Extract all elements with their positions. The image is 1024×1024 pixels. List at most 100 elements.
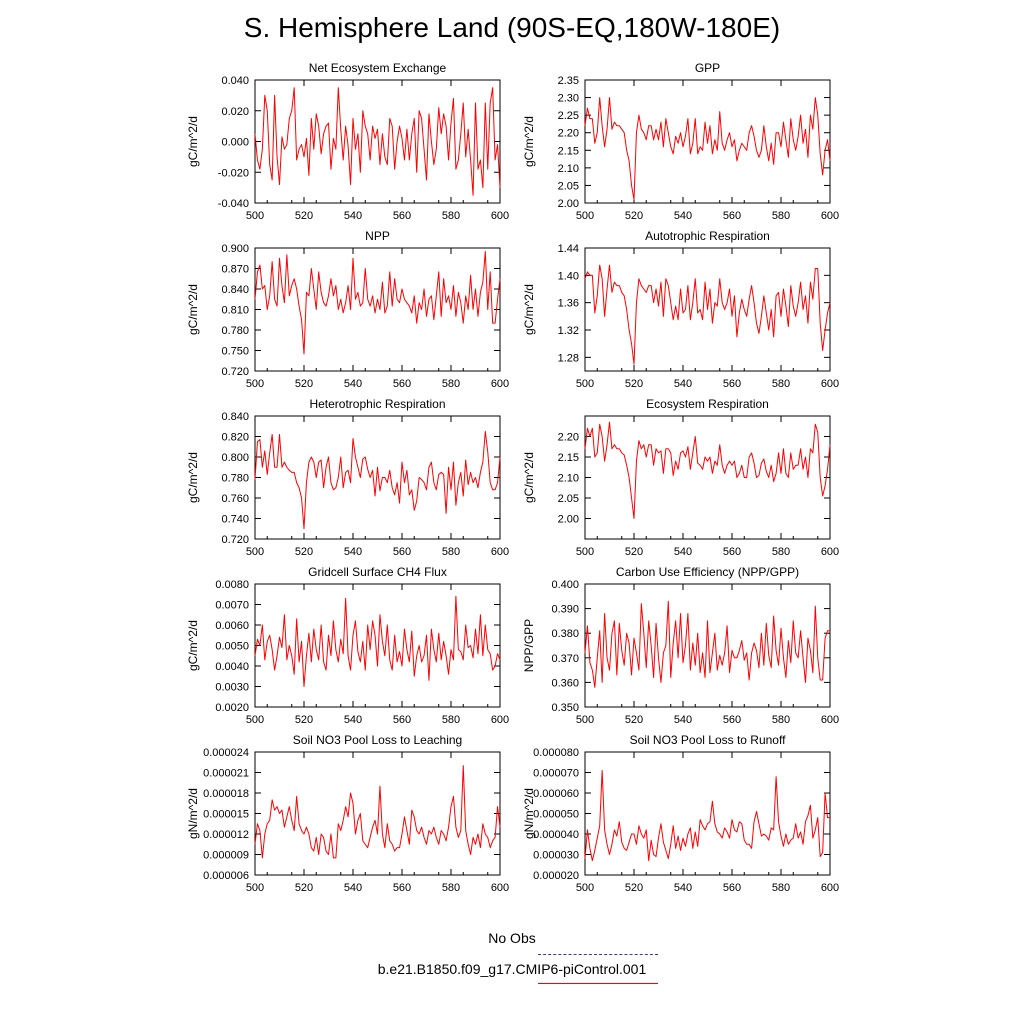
plot-2-ytick-label-2: 0.780 <box>221 325 249 337</box>
plot-4-ytick-label-3: 0.780 <box>221 473 249 485</box>
plot-1-xtick-label-5: 600 <box>821 210 839 222</box>
plot-5-ylabel: gC/m^2/d <box>522 452 536 503</box>
plot-1-xtick-label-0: 500 <box>576 210 594 222</box>
plot-3-frame <box>584 247 831 372</box>
plot-7-ytick-label-4: 0.390 <box>551 604 579 616</box>
plot-1-ytick-label-0: 2.00 <box>558 198 579 210</box>
plot-1-xtick-label-4: 580 <box>772 210 790 222</box>
plot-2-ylabel: gC/m^2/d <box>186 284 200 335</box>
plot-8-title: Soil NO3 Pool Loss to Leaching <box>293 733 462 747</box>
plot-1-frame <box>584 79 831 204</box>
plot-8-xtick-label-0: 500 <box>246 882 264 894</box>
plot-7-ytick-label-0: 0.350 <box>551 702 579 714</box>
plot-0-frame <box>254 79 501 204</box>
plot-2-xtick-label-5: 600 <box>491 378 509 390</box>
plot-8-ytick-label-5: 0.000021 <box>203 768 249 780</box>
plot-7-ylabel: NPP/GPP <box>522 619 536 672</box>
plot-3-ytick-label-4: 1.44 <box>558 243 579 255</box>
plot-8-ytick-label-2: 0.000012 <box>203 829 249 841</box>
plot-3-series-line-0 <box>584 264 831 365</box>
plot-9-ytick-label-1: 0.000030 <box>533 850 579 862</box>
plot-1-ytick-label-2: 2.10 <box>558 163 579 175</box>
plot-5-ytick-label-2: 2.10 <box>558 473 579 485</box>
plot-4-ytick-label-4: 0.800 <box>221 452 249 464</box>
plot-0-xtick-label-3: 560 <box>393 210 411 222</box>
plot-0-series-line-0 <box>254 87 501 196</box>
plot-6-ytick-label-3: 0.0050 <box>215 641 249 653</box>
plot-9-frame <box>584 751 831 876</box>
plot-7-ytick-label-5: 0.400 <box>551 579 579 591</box>
plot-8-ytick-label-4: 0.000018 <box>203 788 249 800</box>
plot-1-ytick-label-1: 2.05 <box>558 180 579 192</box>
plot-1-xtick-label-2: 540 <box>674 210 692 222</box>
plot-8-ytick-label-6: 0.000024 <box>203 747 249 759</box>
plot-2-xtick-label-4: 580 <box>442 378 460 390</box>
plot-6-title: Gridcell Surface CH4 Flux <box>308 565 447 579</box>
plot-0-xtick-label-1: 520 <box>295 210 313 222</box>
plot-0-xtick-label-2: 540 <box>344 210 362 222</box>
plot-5-xtick-label-1: 520 <box>625 546 643 558</box>
plot-6-xtick-label-1: 520 <box>295 714 313 726</box>
plot-4-xtick-label-4: 580 <box>442 546 460 558</box>
plot-3-title: Autotrophic Respiration <box>645 229 770 243</box>
plot-4-xtick-label-5: 600 <box>491 546 509 558</box>
plot-9-ylabel: gN/m^2/d <box>522 788 536 839</box>
plot-3-xtick-label-4: 580 <box>772 378 790 390</box>
plot-0-ytick-label-2: 0.000 <box>221 137 249 149</box>
plot-3-ytick-label-3: 1.40 <box>558 270 579 282</box>
plot-2-xtick-label-3: 560 <box>393 378 411 390</box>
plot-0-ytick-label-4: 0.040 <box>221 75 249 87</box>
plot-6-ytick-label-6: 0.0080 <box>215 579 249 591</box>
plot-6-ytick-label-2: 0.0040 <box>215 661 249 673</box>
plot-3-xtick-label-3: 560 <box>723 378 741 390</box>
plot-7-xtick-label-3: 560 <box>723 714 741 726</box>
plot-2-xtick-label-1: 520 <box>295 378 313 390</box>
plot-5-title: Ecosystem Respiration <box>646 397 769 411</box>
plot-8-ytick-label-0: 0.000006 <box>203 870 249 882</box>
plot-8-xtick-label-3: 560 <box>393 882 411 894</box>
plot-6-ytick-label-4: 0.0060 <box>215 620 249 632</box>
plot-6-xtick-label-2: 540 <box>344 714 362 726</box>
plot-3-xtick-label-0: 500 <box>576 378 594 390</box>
plot-9-ytick-label-6: 0.000080 <box>533 747 579 759</box>
plot-3-ylabel: gC/m^2/d <box>522 284 536 335</box>
plot-2-xtick-label-2: 540 <box>344 378 362 390</box>
plot-8-ylabel: gN/m^2/d <box>186 788 200 839</box>
plot-7-series-line-0 <box>584 600 830 688</box>
plot-7-ytick-label-1: 0.360 <box>551 677 579 689</box>
legend-line-no-obs <box>538 954 658 955</box>
plot-1-ytick-label-7: 2.35 <box>558 75 579 87</box>
plot-6-ylabel: gC/m^2/d <box>186 620 200 671</box>
plot-5-series-line-0 <box>584 421 831 519</box>
plot-7-ytick-label-3: 0.380 <box>551 628 579 640</box>
plot-4-xtick-label-1: 520 <box>295 546 313 558</box>
plot-6-xtick-label-5: 600 <box>491 714 509 726</box>
plot-0-title: Net Ecosystem Exchange <box>309 61 447 75</box>
plot-4-xtick-label-0: 500 <box>246 546 264 558</box>
legend-label-no-obs: No Obs <box>488 930 536 946</box>
plot-2-ytick-label-0: 0.720 <box>221 366 249 378</box>
plot-6-frame <box>254 583 501 708</box>
plot-4-xtick-label-3: 560 <box>393 546 411 558</box>
plot-1-ytick-label-3: 2.15 <box>558 145 579 157</box>
plot-7-frame <box>584 583 831 708</box>
plot-3-xtick-label-1: 520 <box>625 378 643 390</box>
plot-7-xtick-label-1: 520 <box>625 714 643 726</box>
plot-6-series-line-0 <box>254 595 501 687</box>
plot-2-title: NPP <box>365 229 390 243</box>
plot-9-xtick-label-2: 540 <box>674 882 692 894</box>
plot-7-xtick-label-0: 500 <box>576 714 594 726</box>
plot-0-xtick-label-0: 500 <box>246 210 264 222</box>
plot-8-series-line-0 <box>254 765 501 859</box>
plot-9-xtick-label-0: 500 <box>576 882 594 894</box>
plot-2-ytick-label-3: 0.810 <box>221 305 249 317</box>
plot-7-ytick-label-2: 0.370 <box>551 653 579 665</box>
plot-4-ylabel: gC/m^2/d <box>186 452 200 503</box>
plot-0-ytick-label-0: -0.040 <box>218 198 249 210</box>
plot-2-ytick-label-5: 0.870 <box>221 264 249 276</box>
plot-9-xtick-label-4: 580 <box>772 882 790 894</box>
plot-7-xtick-label-4: 580 <box>772 714 790 726</box>
plot-8-ytick-label-1: 0.000009 <box>203 850 249 862</box>
plot-1-ytick-label-4: 2.20 <box>558 128 579 140</box>
